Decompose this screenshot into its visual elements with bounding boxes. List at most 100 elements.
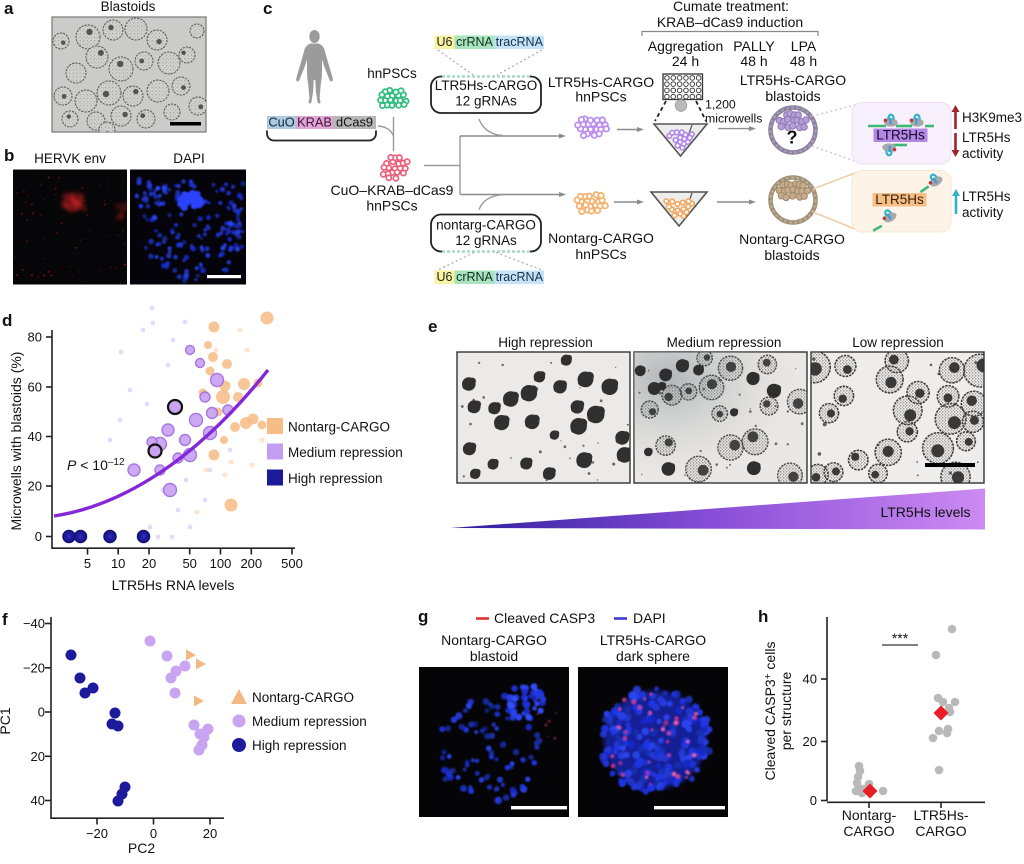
svg-text:tracRNA: tracRNA <box>496 35 544 49</box>
svg-text:c: c <box>263 0 272 18</box>
svg-text:40: 40 <box>31 793 45 808</box>
svg-text:High repression: High repression <box>288 471 383 486</box>
svg-text:LTR5Hs-CARGO: LTR5Hs-CARGO <box>435 78 538 93</box>
svg-text:crRNA: crRNA <box>456 270 493 284</box>
svg-text:Cleaved CASP3+ cells: Cleaved CASP3+ cells <box>762 642 778 781</box>
svg-text:b: b <box>4 146 14 165</box>
svg-text:PC1: PC1 <box>0 707 13 734</box>
svg-text:activity: activity <box>962 205 1004 220</box>
svg-text:d: d <box>2 311 12 330</box>
svg-text:500: 500 <box>281 556 303 571</box>
svg-text:40: 40 <box>803 672 817 687</box>
svg-text:0: 0 <box>35 529 42 544</box>
svg-text:DAPI: DAPI <box>633 610 666 626</box>
svg-text:dark sphere: dark sphere <box>616 648 690 664</box>
svg-text:20: 20 <box>31 749 45 764</box>
svg-text:Nontarg-CARGO: Nontarg-CARGO <box>548 230 654 246</box>
svg-text:5: 5 <box>84 556 91 571</box>
svg-text:activity: activity <box>962 146 1004 161</box>
svg-text:Blastoids: Blastoids <box>101 0 156 14</box>
svg-text:LTR5Hs: LTR5Hs <box>875 192 924 207</box>
svg-text:CARGO: CARGO <box>843 823 894 839</box>
svg-text:LTR5Hs-CARGO: LTR5Hs-CARGO <box>548 74 654 90</box>
svg-text:100: 100 <box>210 556 232 571</box>
svg-text:Nontarg-CARGO: Nontarg-CARGO <box>252 690 354 705</box>
svg-text:LTR5Hs RNA levels: LTR5Hs RNA levels <box>112 577 235 593</box>
svg-text:U6: U6 <box>437 270 453 284</box>
svg-text:CuO–KRAB–dCas9: CuO–KRAB–dCas9 <box>331 182 454 198</box>
svg-text:50: 50 <box>182 556 196 571</box>
svg-text:High repression: High repression <box>498 335 593 350</box>
svg-text:e: e <box>428 317 437 336</box>
svg-text:PALLY: PALLY <box>733 38 775 54</box>
svg-text:nontarg-CARGO: nontarg-CARGO <box>436 218 536 233</box>
svg-text:LTR5Hs: LTR5Hs <box>962 130 1011 145</box>
svg-text:20: 20 <box>142 556 156 571</box>
svg-text:***: *** <box>892 630 909 646</box>
svg-text:40: 40 <box>28 429 42 444</box>
svg-text:H3K9me3: H3K9me3 <box>962 110 1022 125</box>
svg-text:−20: −20 <box>23 660 45 675</box>
svg-text:LTR5Hs-CARGO: LTR5Hs-CARGO <box>600 632 706 648</box>
svg-text:hnPSCs: hnPSCs <box>366 198 417 214</box>
svg-text:Nontarg-: Nontarg- <box>842 807 897 823</box>
svg-text:Aggregation: Aggregation <box>648 38 724 54</box>
svg-text:DAPI: DAPI <box>173 151 205 166</box>
svg-text:PC2: PC2 <box>128 840 155 856</box>
svg-text:hnPSCs: hnPSCs <box>575 246 626 262</box>
svg-text:KRAB–dCas9 induction: KRAB–dCas9 induction <box>657 14 803 30</box>
svg-text:12 gRNAs: 12 gRNAs <box>455 233 517 248</box>
svg-text:Medium repression: Medium repression <box>288 445 403 460</box>
svg-text:crRNA: crRNA <box>456 35 493 49</box>
svg-text:g: g <box>418 607 428 626</box>
svg-text:U6: U6 <box>437 35 453 49</box>
svg-text:Cleaved CASP3: Cleaved CASP3 <box>494 610 595 626</box>
svg-text:hnPSCs: hnPSCs <box>575 89 626 105</box>
svg-text:−40: −40 <box>23 616 45 631</box>
svg-text:−20: −20 <box>86 826 108 841</box>
svg-text:48 h: 48 h <box>790 53 817 69</box>
svg-text:20: 20 <box>803 734 817 749</box>
svg-text:High repression: High repression <box>252 738 347 753</box>
svg-text:0: 0 <box>38 705 45 720</box>
svg-text:blastoids: blastoids <box>765 88 820 104</box>
svg-text:blastoid: blastoid <box>470 648 518 664</box>
svg-text:10: 10 <box>111 556 125 571</box>
svg-text:80: 80 <box>28 330 42 345</box>
svg-text:CARGO: CARGO <box>915 823 966 839</box>
svg-text:?: ? <box>787 128 798 148</box>
svg-text:Cumate treatment:: Cumate treatment: <box>673 0 789 14</box>
svg-text:blastoids: blastoids <box>764 247 819 263</box>
svg-text:LTR5Hs: LTR5Hs <box>876 127 925 142</box>
svg-text:Nontarg-CARGO: Nontarg-CARGO <box>441 632 547 648</box>
svg-text:microwells: microwells <box>705 112 762 126</box>
svg-text:per structure: per structure <box>778 671 794 750</box>
svg-text:f: f <box>2 610 8 629</box>
svg-text:dCas9: dCas9 <box>336 114 373 129</box>
svg-text:hnPSCs: hnPSCs <box>367 66 417 81</box>
svg-text:20: 20 <box>28 479 42 494</box>
svg-text:LTR5Hs-CARGO: LTR5Hs-CARGO <box>740 72 846 88</box>
svg-text:Low repression: Low repression <box>852 335 944 350</box>
svg-text:0: 0 <box>150 826 157 841</box>
svg-text:1,200: 1,200 <box>705 98 736 112</box>
svg-text:Medium repression: Medium repression <box>667 335 782 350</box>
svg-text:60: 60 <box>28 380 42 395</box>
svg-text:LTR5Hs-: LTR5Hs- <box>914 807 969 823</box>
svg-text:CuO: CuO <box>268 114 294 129</box>
svg-text:0: 0 <box>810 793 817 808</box>
svg-text:LTR5Hs: LTR5Hs <box>962 189 1011 204</box>
svg-text:LTR5Hs levels: LTR5Hs levels <box>881 504 971 520</box>
svg-text:48 h: 48 h <box>740 53 767 69</box>
svg-text:200: 200 <box>240 556 262 571</box>
svg-text:Nontarg-CARGO: Nontarg-CARGO <box>739 231 845 247</box>
svg-text:HERVK env: HERVK env <box>34 151 106 166</box>
svg-text:a: a <box>4 0 14 18</box>
svg-text:LPA: LPA <box>791 38 817 54</box>
svg-text:Microwells with blastoids (%): Microwells with blastoids (%) <box>8 352 24 531</box>
svg-text:Medium repression: Medium repression <box>252 714 367 729</box>
svg-text:tracRNA: tracRNA <box>496 270 544 284</box>
svg-text:12 gRNAs: 12 gRNAs <box>455 94 517 109</box>
svg-text:KRAB: KRAB <box>297 114 332 129</box>
svg-text:h: h <box>758 607 768 626</box>
